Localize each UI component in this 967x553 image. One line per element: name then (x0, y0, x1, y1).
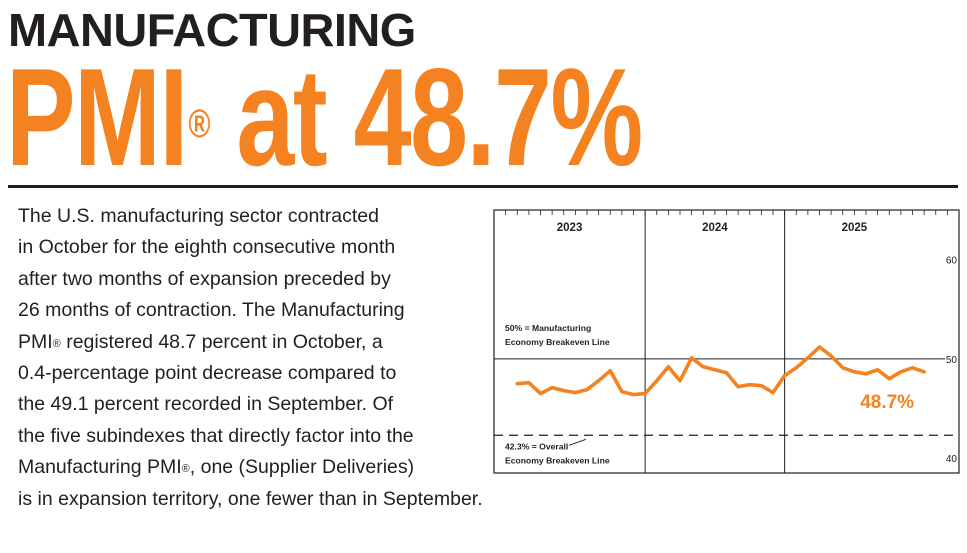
data-point (783, 374, 787, 378)
data-point (794, 366, 798, 370)
summary-line: 0.4-percentage point decrease compared t… (18, 362, 397, 385)
registered-mark: ® (52, 337, 61, 350)
headline-value: at 48.7% (208, 40, 643, 195)
data-point (887, 377, 891, 381)
summary-line: the 49.1 percent recorded in September. … (18, 393, 394, 416)
data-point (515, 382, 519, 386)
data-point (538, 392, 543, 396)
data-point (527, 381, 531, 385)
data-point (631, 393, 636, 397)
data-point (736, 385, 740, 389)
pmi-series-line (515, 345, 926, 397)
data-point (876, 368, 880, 372)
data-point (620, 390, 624, 394)
year-label: 2023 (557, 222, 583, 234)
y-tick-label: 40 (946, 454, 958, 465)
data-point (910, 366, 915, 370)
data-point (643, 392, 647, 396)
data-point (597, 379, 601, 383)
data-point (771, 391, 775, 395)
data-point (655, 379, 659, 383)
headline-pmi: PMI (6, 40, 188, 195)
summary-line: after two months of expansion preceded b… (18, 267, 391, 290)
data-point (922, 370, 926, 374)
y-tick-label: 60 (946, 256, 958, 267)
data-point (852, 370, 856, 374)
summary-line: is in expansion territory, one fewer tha… (18, 487, 483, 510)
header-divider (8, 185, 958, 188)
data-point (550, 386, 554, 390)
registered-mark: ® (188, 102, 210, 146)
data-point (666, 365, 670, 369)
data-point (817, 345, 822, 349)
data-point (678, 379, 682, 383)
data-point (573, 391, 577, 395)
year-label: 2024 (702, 222, 728, 234)
breakeven-label-50: 50% = Manufacturing (505, 323, 591, 333)
data-point (899, 370, 903, 374)
summary-line: Manufacturing PMI®, one (Supplier Delive… (18, 452, 488, 483)
data-point (841, 366, 845, 370)
summary-line: PMI® registered 48.7 percent in October,… (18, 327, 488, 358)
pmi-line-chart: 2023 2024 2025 60 50 40 50% = Manufacturing Eco… (493, 209, 960, 474)
data-point (701, 365, 705, 369)
data-point (806, 356, 810, 360)
summary-text: PMI (18, 330, 53, 353)
data-point (608, 369, 612, 373)
breakeven-label-42: 42.3% = Overall (505, 441, 568, 451)
summary-text: Manufacturing PMI (18, 456, 182, 479)
y-tick-label: 50 (946, 355, 958, 366)
data-point (759, 384, 763, 388)
data-point (690, 356, 694, 360)
label-leader (568, 438, 587, 446)
data-point (724, 371, 729, 375)
summary-line: 26 months of contraction. The Manufactur… (18, 299, 405, 322)
summary-text: registered 48.7 percent in October, a (60, 330, 383, 353)
summary-line: The U.S. manufacturing sector contracted (18, 205, 379, 227)
data-point (585, 388, 589, 392)
summary-text: , one (Supplier Deliveries) (189, 456, 415, 479)
year-label: 2025 (842, 222, 868, 234)
data-point (713, 368, 717, 372)
registered-mark: ® (181, 463, 190, 476)
headline-pmi-value: PMI® at 48.7% (6, 48, 643, 188)
data-point (829, 354, 833, 358)
breakeven-label-50: Economy Breakeven Line (505, 337, 610, 347)
summary-line: the five subindexes that directly factor… (18, 424, 414, 447)
data-point (562, 389, 566, 393)
data-point (748, 383, 752, 387)
latest-value-label: 48.7% (860, 392, 914, 413)
summary-paragraph: The U.S. manufacturing sector contracted… (18, 201, 488, 515)
data-point (864, 372, 868, 376)
headline-manufacturing: MANUFACTURING (8, 4, 416, 56)
breakeven-label-42: Economy Breakeven Line (505, 455, 610, 465)
summary-line: in October for the eighth consecutive mo… (18, 236, 396, 259)
